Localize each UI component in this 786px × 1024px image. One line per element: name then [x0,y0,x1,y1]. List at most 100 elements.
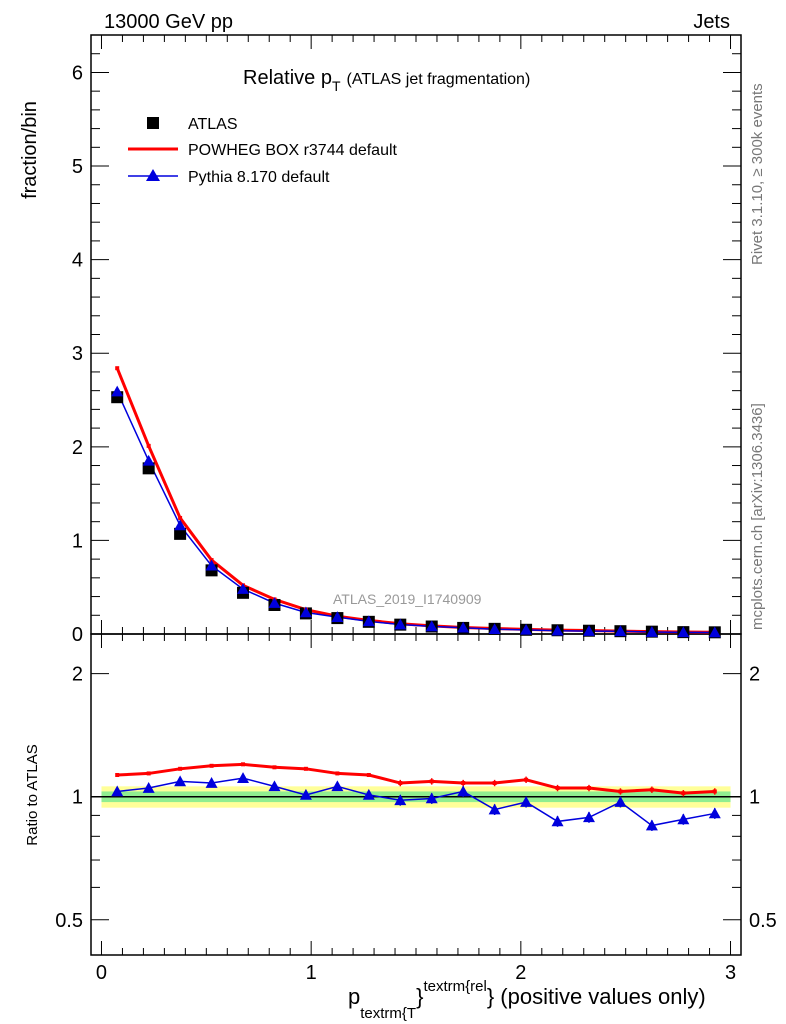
pythia-ratio-point [488,803,501,815]
powheg-ratio-point [209,763,214,768]
x-label-sub: textrm{T [360,1005,416,1022]
powheg-ratio-point [366,772,371,777]
x-label-brace: } [416,984,423,1009]
pythia-point [520,623,533,635]
svg-text:Relative pT(ATLAS jet fragment: Relative pT (ATLAS jet fragmentation) [243,67,530,94]
pythia-ratio-point [331,780,344,792]
powheg-ratio-point [335,771,340,776]
pythia-ratio-line [117,777,715,827]
powheg-point [146,443,151,448]
pythia-ratio-point [457,785,470,797]
pythia-point [645,626,658,637]
pythia-ratio-point [614,796,627,807]
powheg-ratio-point [712,789,717,794]
powheg-ratio-point [618,789,623,794]
y-tick-label-main: 2 [72,437,83,459]
x-axis-label: ptextrm{T}textrm{rel} (positive values o… [348,978,706,1022]
y-tick-label-main: 1 [72,530,83,552]
pythia-ratio-point [362,788,375,800]
pythia-point [142,454,155,466]
watermark: ATLAS_2019_I1740909 [333,591,482,607]
y-tick-label-main: 3 [72,343,83,365]
pythia-ratio-point [582,811,595,823]
powheg-ratio-point [524,777,529,782]
powheg-point [178,515,183,520]
powheg-ratio-point [555,786,560,791]
powheg-ratio-point [461,781,466,786]
pythia-ratio-point [425,792,438,804]
powheg-ratio-point [178,766,183,771]
powheg-ratio-point [398,781,403,786]
powheg-ratio-point [115,772,120,777]
pythia-ratio-point [645,819,658,831]
y-tick-label-ratio-right: 0.5 [749,910,777,932]
y-tick-label-ratio: 0.5 [55,910,83,932]
x-tick-label: 3 [725,962,736,984]
pythia-point [677,626,690,638]
pythia-point [299,606,312,618]
y-tick-label-main: 6 [72,62,83,84]
atlas-point [174,527,187,540]
x-tick-label: 0 [96,962,107,984]
pythia-point [362,615,375,627]
pythia-point [268,597,281,608]
pythia-point [457,621,470,633]
pythia-point [205,559,218,571]
pythia-ratio-point [551,815,564,827]
y-tick-label-main: 4 [72,250,83,272]
side-text-bottom: mcplots.cern.ch [arXiv:1306.3436] [749,403,766,630]
header-right: Jets [693,11,730,33]
y-tick-label-ratio: 1 [72,787,83,809]
plot-title: Relative pT (ATLAS jet fragmentation) [243,67,530,94]
pythia-point [614,625,627,637]
y-axis-label-main: fraction/bin [19,101,41,199]
x-tick-label: 1 [306,962,317,984]
pythia-point [551,624,564,636]
powheg-ratio-line [117,762,715,795]
pythia-point [708,626,721,638]
x-label-sup: textrm{rel [423,978,486,995]
y-tick-label-ratio-right: 2 [749,664,760,686]
pythia-point [331,611,344,622]
x-label-main: p [348,984,360,1009]
y-tick-label-ratio-right: 1 [749,787,760,809]
legend-label-pythia: Pythia 8.170 default [188,169,330,186]
side-text-top: Rivet 3.1.10, ≥ 300k events [749,83,766,265]
pythia-ratio-point [520,796,533,807]
pythia-ratio-point [142,782,155,793]
powheg-ratio-point [146,771,151,776]
powheg-ratio-point [303,766,308,771]
y-tick-label-ratio: 2 [72,664,83,686]
powheg-ratio-point [272,765,277,770]
legend-marker-atlas [147,117,159,129]
powheg-ratio-point [681,791,686,796]
pythia-ratio-point [299,788,312,800]
pythia-ratio-point [174,775,187,787]
y-tick-label-main: 0 [72,624,83,646]
pythia-point [237,583,250,594]
pythia-ratio-point [205,777,218,788]
powheg-point [115,366,120,371]
pythia-point [488,623,501,635]
powheg-ratio-point [429,779,434,784]
pythia-point [394,618,407,630]
pythia-ratio-point [677,813,690,825]
pythia-point [425,620,438,632]
powheg-ratio-point [241,762,246,767]
title-suffix: (ATLAS jet fragmentation) [347,71,531,88]
title-main: Relative p [243,67,332,89]
pythia-ratio-point [237,772,250,783]
legend-label-powheg: POWHEG BOX r3744 default [188,142,398,159]
pythia-point [174,519,187,531]
legend-marker-pythia [146,169,160,181]
pythia-point [111,385,124,397]
y-axis-label-ratio: Ratio to ATLAS [24,744,41,845]
x-tick-label: 2 [515,962,526,984]
powheg-ratio-point [586,786,591,791]
pythia-ratio-point [394,794,407,806]
legend-label-atlas: ATLAS [188,116,238,133]
powheg-ratio-point [492,781,497,786]
title-sub: T [332,78,341,94]
pythia-ratio-point [268,780,281,792]
